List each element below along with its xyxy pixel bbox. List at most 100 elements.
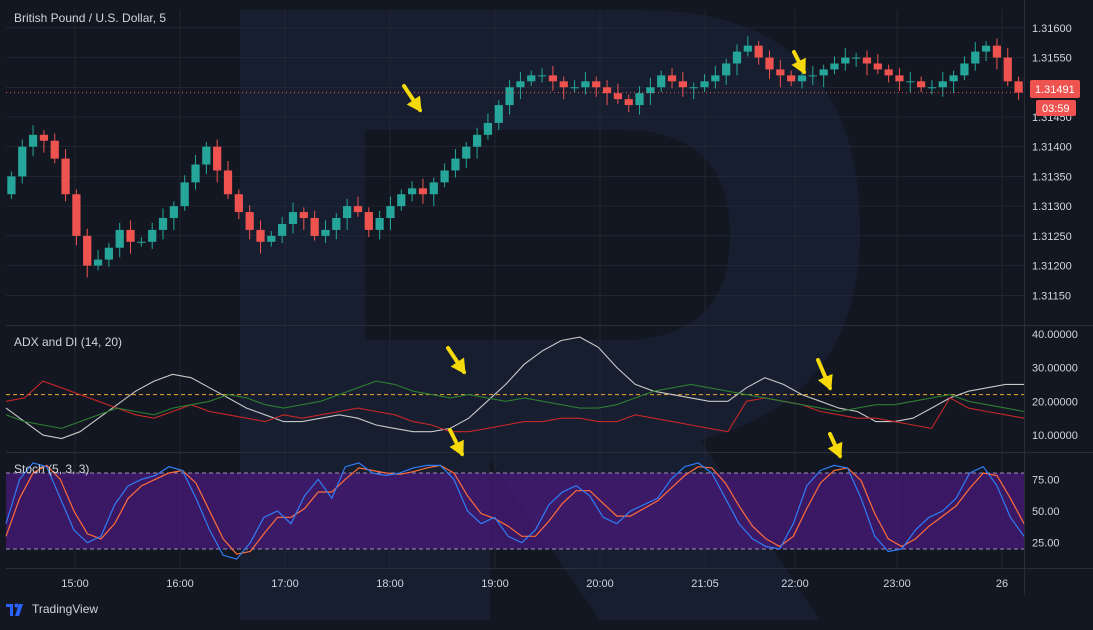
candle-body: [332, 218, 341, 230]
candle-body: [559, 81, 568, 88]
candle-body: [126, 229, 135, 242]
pane-separators: [6, 0, 1093, 595]
time-tick-label: 18:00: [376, 578, 404, 590]
annotation-arrows: [402, 50, 843, 459]
time-tick-label: 22:00: [781, 578, 809, 590]
candle-body: [213, 146, 222, 171]
time-tick-label: 20:00: [586, 578, 614, 590]
candle-body: [18, 146, 27, 177]
tradingview-label: TradingView: [32, 602, 99, 616]
candle-body: [808, 75, 817, 77]
candle-body: [906, 81, 915, 83]
last-price-tag: 1.31491 03:59: [1030, 80, 1080, 116]
candle-body: [7, 176, 16, 195]
candle-body: [927, 87, 937, 89]
adx-tick-label: 20.00000: [1032, 396, 1078, 408]
candle-body: [343, 206, 352, 219]
candle-body: [191, 164, 200, 183]
candle-body: [516, 81, 525, 88]
candle-body: [732, 51, 742, 64]
candles: [6, 36, 1024, 278]
candle-body: [418, 188, 428, 195]
time-axis: 15:00 16:00 17:00 18:00 19:00 20:00 21:05 22:00…: [61, 578, 1008, 590]
candle-body: [28, 134, 38, 147]
candle-body: [364, 212, 373, 230]
stoch-band: [6, 473, 1024, 549]
candle-body: [505, 87, 514, 106]
candle-body: [310, 218, 319, 236]
price-tick-label: 1.31300: [1032, 201, 1072, 213]
price-tick-label: 1.31350: [1032, 171, 1072, 183]
candle-body: [592, 81, 601, 88]
candle-body: [234, 194, 243, 213]
candle-body: [115, 229, 124, 248]
candle-body: [657, 75, 666, 88]
candle-body: [700, 81, 709, 88]
candle-body: [570, 87, 579, 89]
stoch-tick-label: 75.00: [1032, 474, 1060, 486]
candle-body: [548, 75, 558, 82]
candle-body: [245, 212, 254, 230]
candle-body: [602, 87, 612, 94]
candle-body: [39, 134, 49, 141]
candle-body: [581, 81, 590, 88]
candle-body: [299, 212, 308, 219]
candle-body: [917, 81, 926, 88]
adx-title: ADX and DI (14, 20): [14, 335, 122, 349]
candle-body: [375, 218, 384, 230]
candle-body: [202, 146, 211, 165]
candle-body: [949, 75, 958, 82]
candle-body: [288, 212, 298, 224]
candle-body: [960, 63, 969, 76]
candle-body: [386, 206, 395, 219]
di-minus-line: [5, 380, 1025, 433]
candle-body: [527, 75, 536, 82]
candle-body: [462, 146, 471, 159]
candle-body: [722, 63, 731, 76]
candle-body: [862, 57, 872, 64]
candle-body: [180, 182, 189, 207]
candle-body: [613, 93, 622, 100]
candle-body: [397, 194, 406, 207]
candle-body: [483, 122, 493, 135]
adx-tick-label: 10.00000: [1032, 430, 1078, 442]
adx-line: [5, 336, 1024, 440]
price-tick-label: 1.31600: [1032, 23, 1072, 35]
candle-body: [689, 87, 698, 89]
stoch-pane: [5, 462, 1025, 560]
annotation-arrow: [448, 428, 464, 457]
candle-body: [646, 87, 655, 94]
time-tick-label: 19:00: [481, 578, 509, 590]
candle-body: [787, 75, 796, 82]
candle-body: [429, 182, 438, 195]
candle-body: [93, 259, 103, 266]
annotation-arrow: [816, 358, 833, 391]
candle-body: [353, 206, 363, 213]
candle-body: [981, 45, 991, 52]
time-tick-label: 21:05: [691, 578, 719, 590]
adx-tick-label: 30.00000: [1032, 363, 1078, 375]
candle-body: [267, 235, 276, 242]
adx-tick-label: 40.00000: [1032, 329, 1078, 341]
candle-body: [678, 81, 687, 88]
candle-body: [158, 218, 168, 230]
candle-body: [451, 158, 460, 171]
candle-body: [278, 223, 287, 236]
last-price-value: 1.31491: [1035, 84, 1075, 96]
candle-body: [776, 69, 785, 76]
candle-body: [624, 99, 633, 106]
candle-body: [83, 235, 92, 266]
time-tick-label: 26: [996, 578, 1008, 590]
candle-body: [1014, 81, 1023, 93]
candle-body: [256, 229, 265, 242]
tradingview-brand[interactable]: TradingView: [6, 602, 98, 616]
price-tick-label: 1.31200: [1032, 261, 1072, 273]
candle-body: [472, 134, 482, 147]
candle-body: [711, 75, 720, 82]
candle-body: [667, 75, 677, 82]
stoch-tick-label: 25.00: [1032, 538, 1060, 550]
candle-body: [754, 45, 763, 58]
candle-body: [852, 57, 861, 59]
candle-body: [895, 75, 904, 82]
